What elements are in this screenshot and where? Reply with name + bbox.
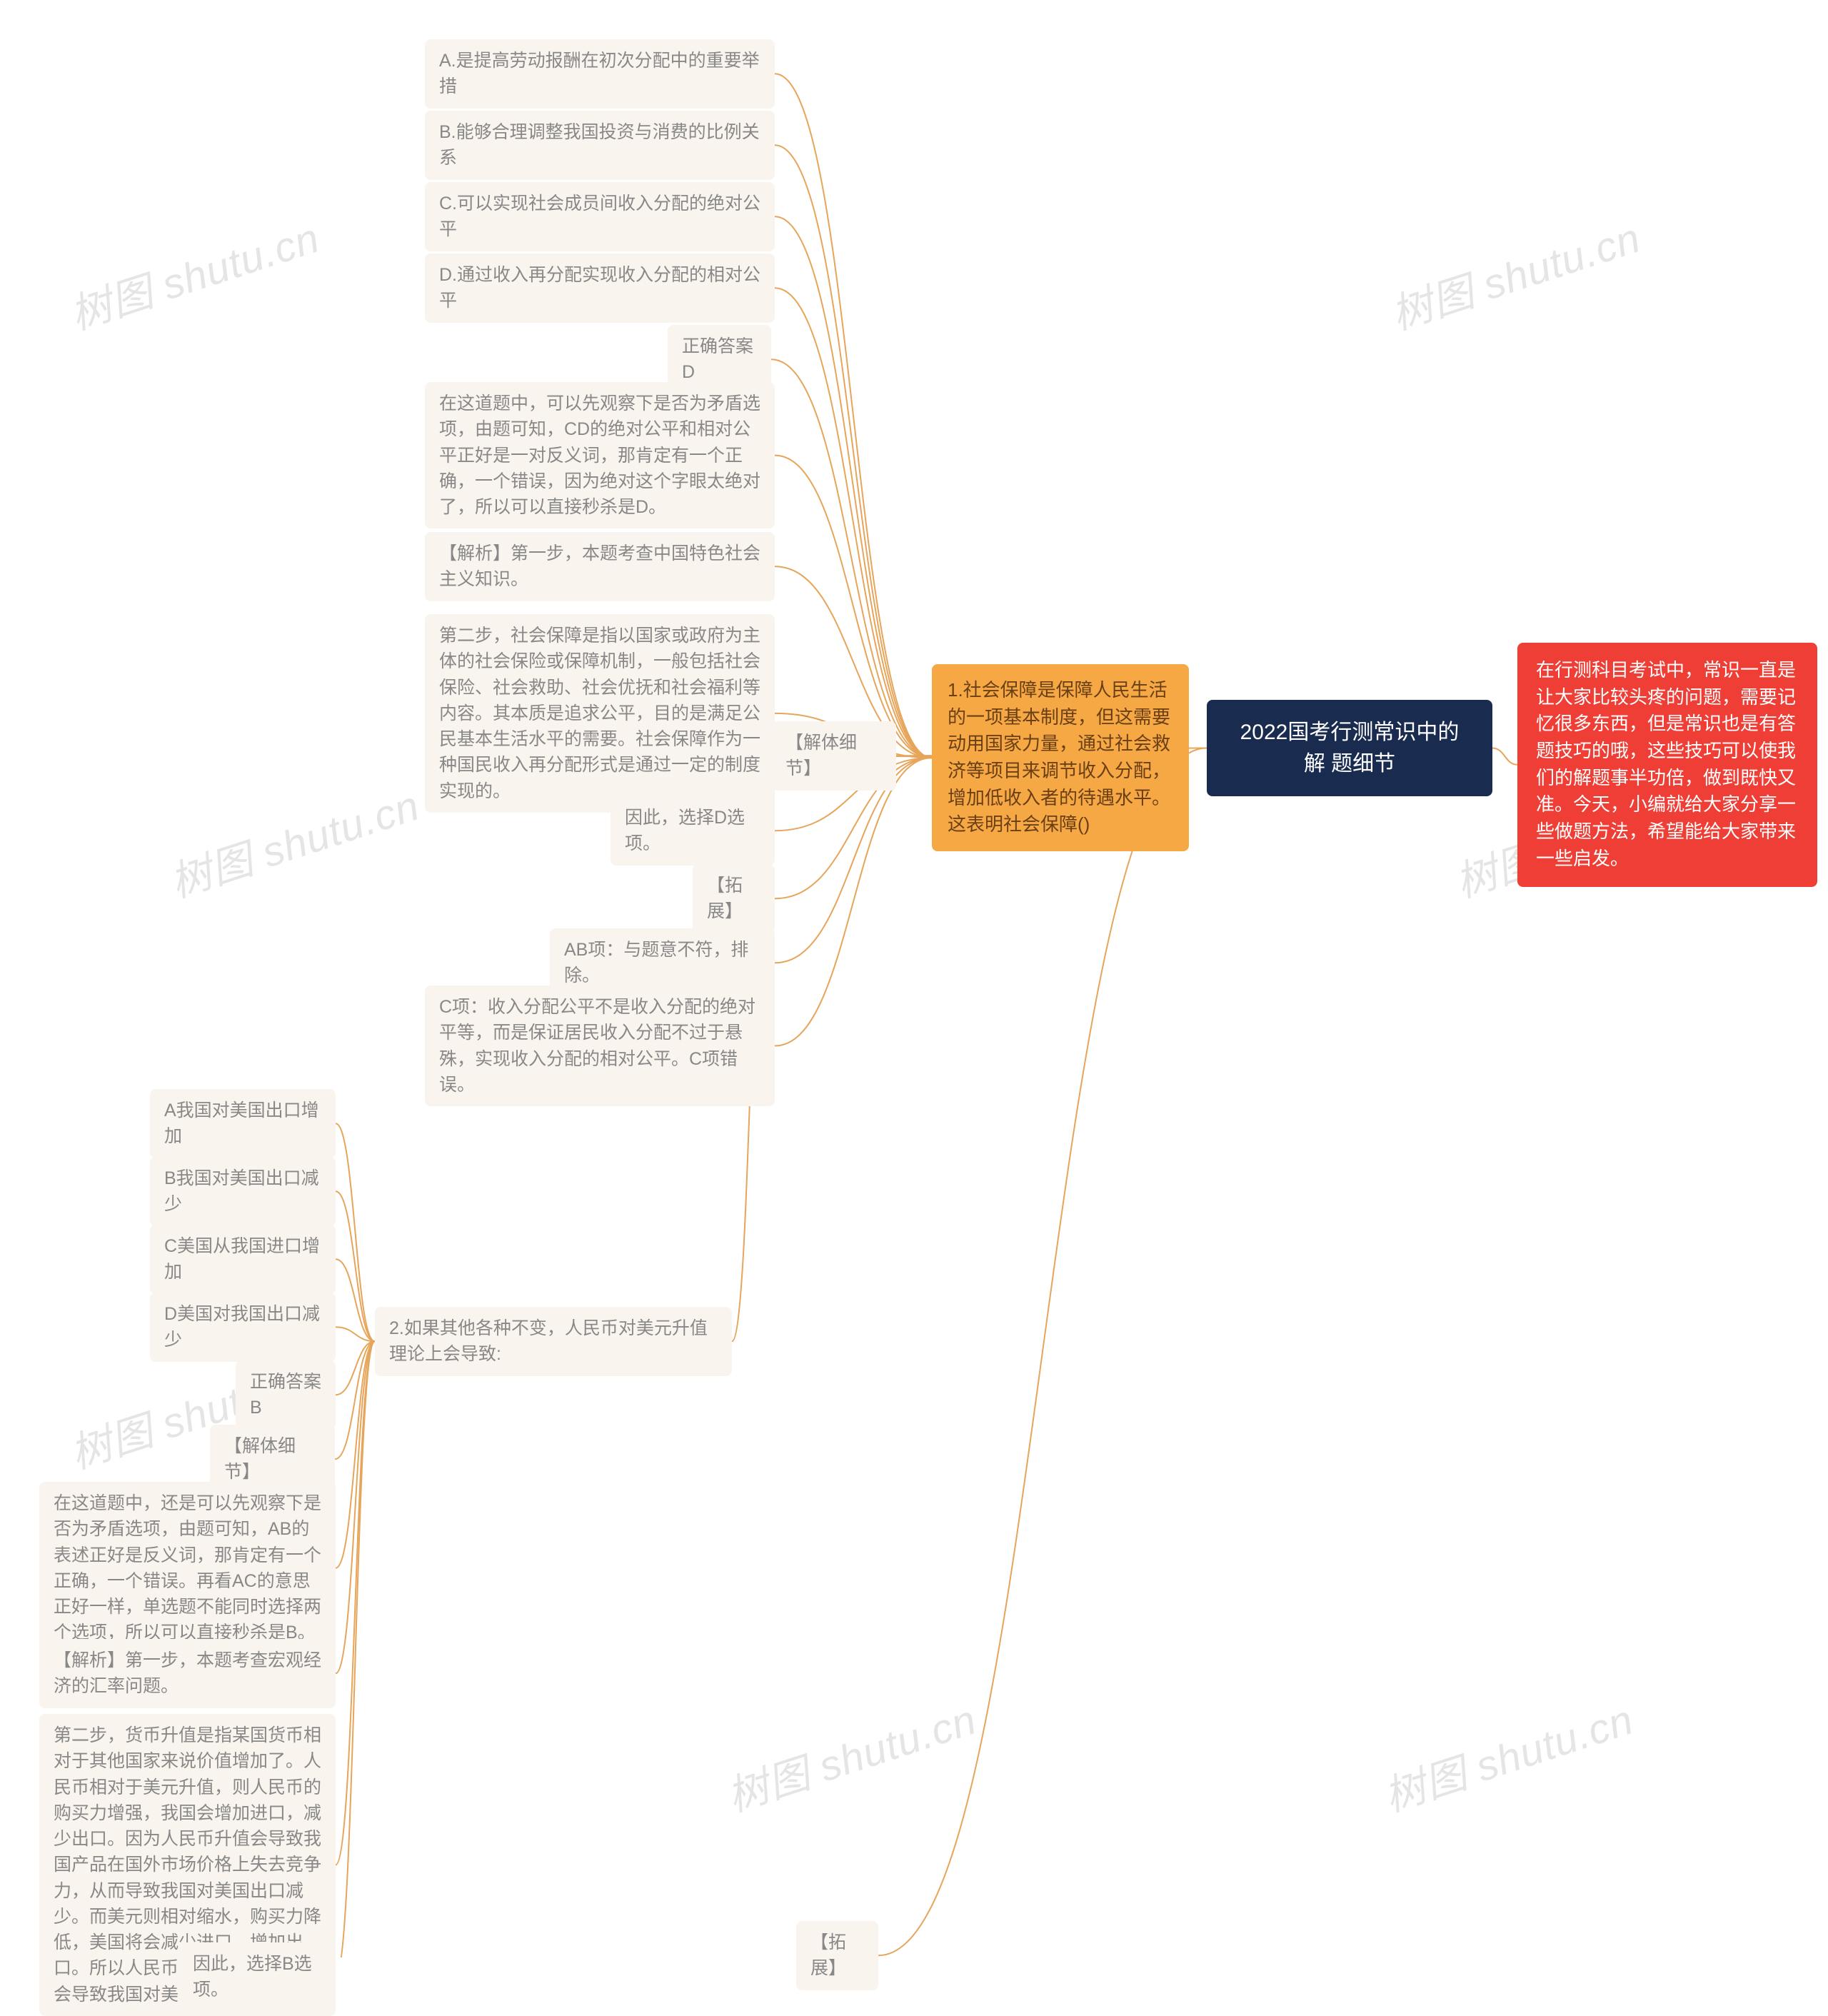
q1-item-b: B.能够合理调整我国投资与消费的比例关系 [425, 111, 775, 180]
branch-expand-header: 【拓展】 [796, 1921, 878, 1990]
branch-details-header: 【解体细节】 [771, 721, 896, 791]
root-title: 2022国考行测常识中的解 题细节 [1207, 700, 1492, 796]
watermark: 树图 shutu.cn [1382, 204, 1647, 341]
question-2: 2.如果其他各种不变，人民币对美元升值理论上会导致: [375, 1307, 732, 1376]
q1-item-n2: 【解析】第一步，本题考查中国特色社会主义知识。 [425, 532, 775, 601]
q1-item-d: D.通过收入再分配实现收入分配的相对公平 [425, 254, 775, 323]
q1-item-n1: 在这道题中，可以先观察下是否为矛盾选项，由题可知，CD的绝对公平和相对公平正好是… [425, 382, 775, 528]
q2-item-d2: D美国对我国出口减少 [150, 1293, 336, 1362]
q1-item-c: C.可以实现社会成员间收入分配的绝对公平 [425, 182, 775, 251]
question-1: 1.社会保障是保障人民生活的一项基本制度，但这需要动用国家力量，通过社会救济等项… [932, 664, 1189, 851]
watermark: 树图 shutu.cn [1375, 1686, 1640, 1823]
q1-item-n4: 因此，选择D选项。 [611, 796, 775, 866]
q2-item-nn5: 因此，选择B选项。 [179, 1942, 336, 2012]
q2-item-ans2: 正确答案 B [236, 1360, 336, 1430]
intro-note: 在行测科目考试中，常识一直是让大家比较头疼的问题，需要记忆很多东西，但是常识也是… [1517, 643, 1817, 887]
watermark: 树图 shutu.cn [61, 204, 326, 341]
q1-item-n3: 第二步，社会保障是指以国家或政府为主体的社会保险或保障机制，一般包括社会保险、社… [425, 614, 775, 813]
watermark: 树图 shutu.cn [718, 1686, 983, 1823]
q1-item-a: A.是提高劳动报酬在初次分配中的重要举措 [425, 39, 775, 109]
q2-item-nn2: 在这道题中，还是可以先观察下是否为矛盾选项，由题可知，AB的表述正好是反义词，那… [39, 1482, 336, 1655]
watermark: 树图 shutu.cn [161, 772, 426, 909]
q1-item-n7: C项：收入分配公平不是收入分配的绝对平等，而是保证居民收入分配不过于悬殊，实现收… [425, 986, 775, 1106]
q1-item-n5: 【拓展】 [693, 864, 775, 933]
q2-item-b2: B我国对美国出口减少 [150, 1157, 336, 1226]
q2-item-a2: A我国对美国出口增加 [150, 1089, 336, 1158]
q2-item-nn3: 【解析】第一步，本题考查宏观经济的汇率问题。 [39, 1639, 336, 1708]
q2-item-c2: C美国从我国进口增加 [150, 1225, 336, 1294]
